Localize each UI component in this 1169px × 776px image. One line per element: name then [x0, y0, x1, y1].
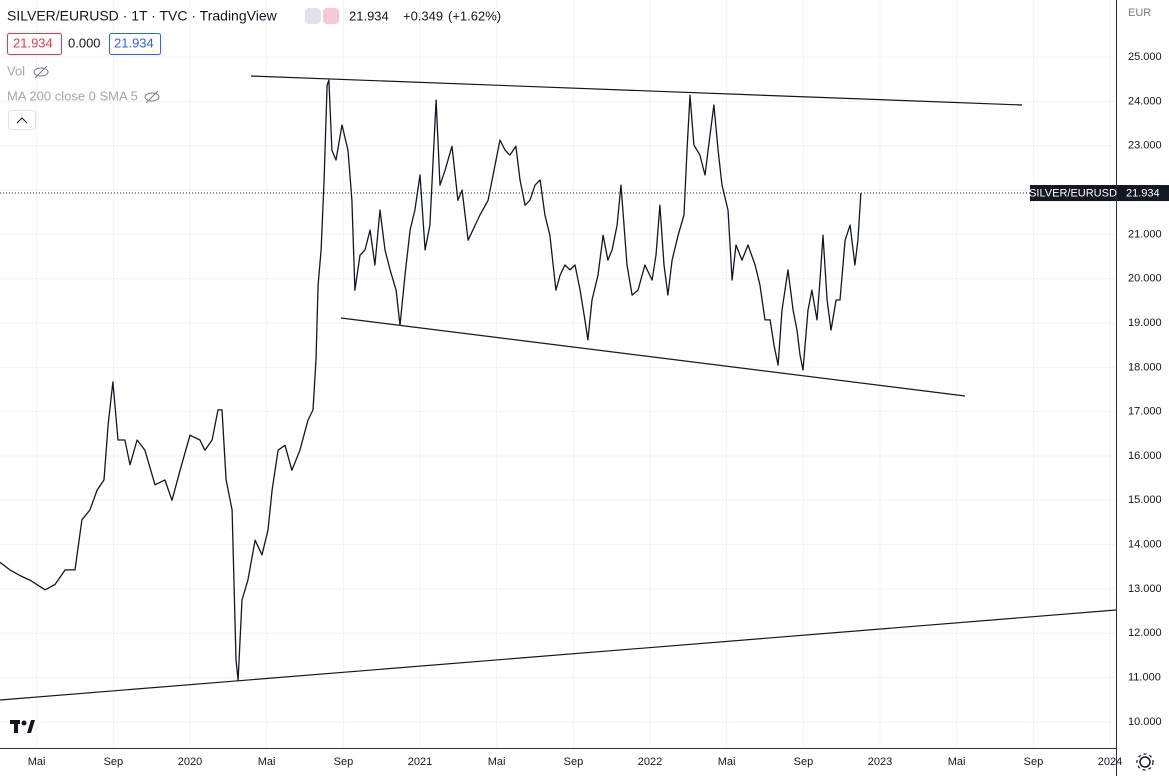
y-tick-label: 16.000 [1128, 450, 1162, 462]
price-tag [1117, 185, 1169, 202]
y-tick-label: 21.000 [1128, 228, 1162, 240]
y-tick-label: 18.000 [1128, 361, 1162, 373]
last-price: 21.934 [349, 8, 389, 23]
y-tick-label: 25.000 [1128, 51, 1162, 63]
x-tick-label: 2020 [178, 756, 202, 768]
sell-box[interactable] [7, 33, 62, 55]
hide-icon[interactable] [144, 92, 160, 102]
grid [0, 0, 1116, 748]
x-tick-label: Sep [334, 756, 354, 768]
status-icon[interactable] [305, 8, 321, 24]
symbol-title[interactable]: SILVER/EURUSD · 1T · TVC · TradingView [7, 8, 278, 24]
axes: 10.000 11.000 12.000 13.000 14.000 15.000 16.0… [28, 51, 1162, 768]
sell-price[interactable]: 21.934 [13, 35, 53, 50]
trend-line[interactable] [0, 609, 1116, 701]
x-tick-label: Mai [488, 756, 506, 768]
trend-line[interactable] [340, 317, 966, 397]
x-tick-label: 2023 [868, 756, 892, 768]
y-tick-label: 24.000 [1128, 95, 1162, 107]
series [0, 79, 1116, 681]
settings-icon[interactable] [1136, 753, 1154, 771]
drawings [0, 75, 1116, 701]
y-tick-label: 23.000 [1128, 140, 1162, 152]
x-tick-label: Mai [28, 756, 46, 768]
y-tick-label: 11.000 [1128, 671, 1161, 683]
y-tick-label: 20.000 [1128, 273, 1162, 285]
y-tick-label: 14.000 [1128, 539, 1162, 551]
series-tag [1030, 185, 1116, 202]
tv-logo[interactable] [10, 720, 35, 733]
spread: 0.000 [68, 35, 101, 50]
change-pct: (+1.62%) [448, 8, 501, 23]
series-tag-label: SILVER/EURUSD [1029, 187, 1117, 199]
status-icon[interactable] [323, 8, 339, 24]
y-tick-label: 13.000 [1128, 583, 1162, 595]
x-tick-label: 2021 [408, 756, 432, 768]
y-tick-label: 12.000 [1128, 627, 1162, 639]
x-tick-label: Sep [104, 756, 124, 768]
x-tick-label: Mai [258, 756, 276, 768]
x-tick-label: Sep [564, 756, 584, 768]
buy-box[interactable] [109, 33, 161, 55]
hide-icon [145, 90, 159, 104]
trend-line[interactable] [250, 75, 1023, 106]
vol-label[interactable]: Vol [7, 63, 25, 78]
price-line [0, 79, 862, 681]
hide-icon[interactable] [33, 67, 49, 77]
hide-icon [34, 65, 48, 79]
x-tick-label: Mai [718, 756, 736, 768]
change: +0.349 [403, 8, 443, 23]
buy-price[interactable]: 21.934 [114, 35, 154, 50]
x-tick-label: Mai [948, 756, 966, 768]
collapse-icon [16, 117, 28, 124]
x-tick-label: Sep [794, 756, 814, 768]
y-tick-label: 10.000 [1128, 716, 1162, 728]
price-tag-label: 21.934 [1126, 187, 1160, 199]
collapse-button[interactable] [8, 110, 36, 130]
ma-label[interactable]: MA 200 close 0 SMA 5 [7, 88, 138, 103]
x-tick-label: 2022 [638, 756, 662, 768]
x-tick-label: Sep [1024, 756, 1044, 768]
x-tick-label: 2024 [1098, 756, 1122, 768]
currency-label: EUR [1128, 7, 1151, 19]
y-tick-label: 19.000 [1128, 317, 1162, 329]
y-tick-label: 17.000 [1128, 406, 1162, 418]
y-tick-label: 15.000 [1128, 494, 1162, 506]
